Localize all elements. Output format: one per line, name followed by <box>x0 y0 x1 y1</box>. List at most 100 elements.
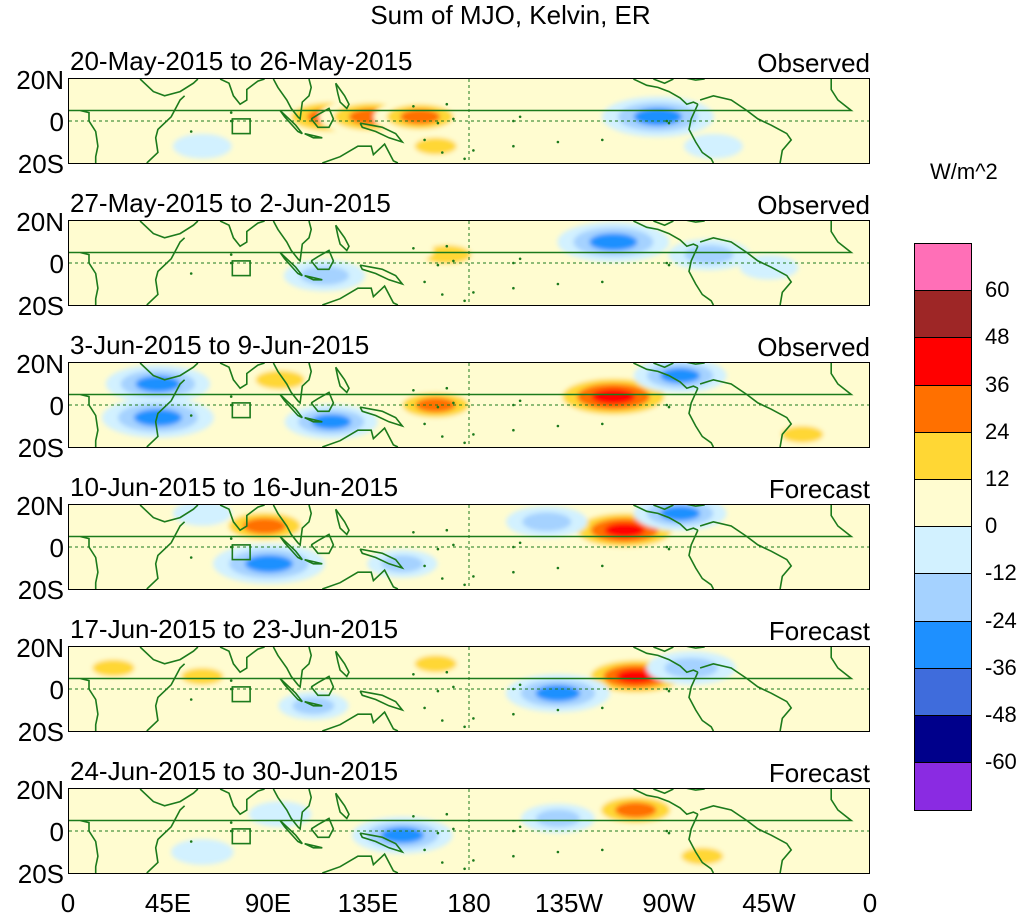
lat-tick-label: 0 <box>49 675 64 705</box>
island-dot <box>463 725 466 729</box>
map-svg <box>69 505 869 589</box>
anomaly-contour <box>135 375 181 393</box>
coastline <box>322 142 399 163</box>
coastline <box>688 813 715 873</box>
island-dot <box>452 543 455 547</box>
coastline <box>219 221 265 248</box>
anomaly-contour <box>300 266 350 286</box>
coastline <box>219 789 265 816</box>
lat-tick-label: 20N <box>16 207 64 237</box>
coastline <box>686 363 705 365</box>
coastline <box>686 505 705 507</box>
map-panel <box>68 362 870 448</box>
colorbar-label: -48 <box>985 702 1017 727</box>
coastline <box>219 505 265 532</box>
island-dot <box>518 257 522 261</box>
colorbar-cell <box>915 385 971 433</box>
coastline <box>69 505 854 589</box>
panel-kind-label: Forecast <box>768 758 870 788</box>
island-dot <box>452 117 455 121</box>
island-dot <box>189 840 193 843</box>
coastline <box>272 505 313 547</box>
lat-tick-label: 20N <box>16 65 64 95</box>
colorbar-cell <box>915 715 971 764</box>
lon-tick-label: 0 <box>60 888 76 918</box>
panel-date-range: 20-May-2015 to 26-May-2015 <box>70 46 413 76</box>
coastline <box>146 521 186 589</box>
colorbar-label: 12 <box>985 466 1010 491</box>
lat-tick-label: 0 <box>49 107 64 137</box>
colorbar-label: 48 <box>985 324 1010 350</box>
island-dot <box>229 111 233 114</box>
island-dot <box>445 812 449 816</box>
anomaly-contour <box>681 847 724 865</box>
island-dot <box>423 848 426 852</box>
coastline <box>688 671 715 731</box>
anomaly-contour <box>380 827 424 844</box>
map-svg <box>69 363 869 447</box>
coastline <box>304 416 323 423</box>
anomaly-contour <box>381 555 424 573</box>
island-dot <box>412 531 415 534</box>
island-dot <box>667 689 671 693</box>
island-dot <box>518 541 522 545</box>
colorbar-cell <box>915 574 971 622</box>
anomaly-contour <box>589 233 638 251</box>
map-svg <box>69 221 869 305</box>
colorbar-label: 0 <box>985 513 998 539</box>
island-dot <box>441 435 444 438</box>
coastline <box>139 363 199 381</box>
coastline <box>139 505 199 523</box>
island-dot <box>512 570 515 574</box>
anomaly-contour <box>171 839 234 865</box>
panel-kind-label: Observed <box>757 190 870 220</box>
island-dot <box>423 138 426 142</box>
anomaly-contour <box>137 258 201 285</box>
island-dot <box>665 119 669 123</box>
coastline <box>279 109 303 135</box>
colorbar-label: -60 <box>985 749 1017 775</box>
island-dot <box>667 263 671 267</box>
island-dot <box>667 831 671 835</box>
island-dot <box>667 121 671 125</box>
island-dot <box>472 859 475 862</box>
colorbar-cell <box>915 668 971 716</box>
anomaly-contour <box>535 685 581 702</box>
island-dot <box>556 282 560 286</box>
coastline <box>688 387 715 447</box>
coastline <box>279 393 303 419</box>
island-dot <box>423 422 426 426</box>
coastline <box>322 284 399 305</box>
coastline <box>139 221 199 239</box>
coastline <box>219 647 265 674</box>
region-box <box>231 260 251 277</box>
coastline <box>272 79 313 121</box>
coastline <box>139 647 199 665</box>
panel-kind-label: Forecast <box>768 616 870 646</box>
coastline <box>699 94 793 163</box>
anomaly-contour <box>133 408 182 427</box>
colorbar-units: W/m^2 <box>930 159 998 184</box>
coastline <box>304 558 323 565</box>
island-dot <box>452 259 455 263</box>
coastline <box>304 132 323 139</box>
anomaly-contour <box>371 237 434 264</box>
colorbar-cell <box>915 763 971 811</box>
island-dot <box>436 831 440 835</box>
lat-tick-label: 20S <box>17 433 64 463</box>
anomaly-contour <box>259 839 323 865</box>
coastline <box>279 677 303 703</box>
island-dot <box>601 564 604 568</box>
lat-tick-label: 20S <box>17 717 64 747</box>
island-dot <box>436 121 440 125</box>
island-dot <box>556 708 560 712</box>
coastline <box>279 251 303 277</box>
lat-tick-label: 20S <box>17 291 64 321</box>
coastline <box>653 647 674 653</box>
coastline <box>279 819 303 845</box>
panel-date-range: 3-Jun-2015 to 9-Jun-2015 <box>70 330 370 360</box>
anomaly-contour <box>591 388 636 405</box>
colorbar-cell <box>915 621 971 669</box>
anomaly-contour <box>664 657 718 679</box>
lon-tick-label: 45E <box>144 888 192 918</box>
